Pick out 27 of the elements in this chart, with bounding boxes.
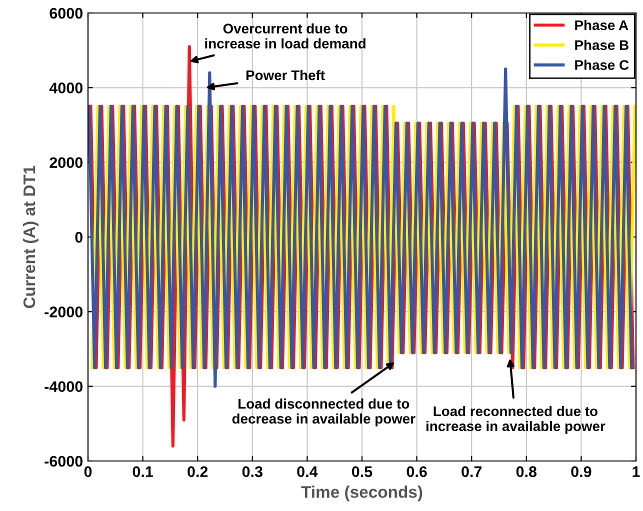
y-axis-title: Current (A) at DT1 — [22, 166, 39, 308]
annotation: Load disconnected due to decrease in available power — [232, 398, 416, 426]
x-tick-label: 0.5 — [352, 466, 372, 478]
legend-label: Phase A — [575, 20, 628, 30]
legend-label: Phase B — [575, 40, 628, 50]
x-axis-title: Time (seconds) — [301, 486, 422, 502]
x-tick-label: 0.4 — [297, 466, 318, 478]
x-tick-label: 0.6 — [406, 466, 427, 478]
x-tick-label: 0 — [84, 466, 92, 478]
annotation: Overcurrent due to increase in load demand — [205, 23, 366, 48]
annotation: Power Theft — [246, 70, 325, 80]
y-tick-label: -4000 — [44, 381, 83, 392]
x-tick-label: 0.1 — [132, 466, 153, 478]
y-tick-label: 6000 — [50, 8, 83, 19]
legend-label: Phase C — [575, 60, 629, 70]
x-tick-label: 0.2 — [188, 466, 208, 478]
x-tick-label: 0.8 — [516, 466, 537, 478]
y-tick-label: 0 — [75, 232, 83, 243]
y-tick-label: 4000 — [49, 82, 83, 94]
x-tick-label: 0.7 — [462, 466, 482, 478]
annotation: Load reconnected due to increase in available power — [426, 406, 606, 434]
x-tick-label: 1 — [632, 466, 640, 477]
y-tick-label: 2000 — [50, 157, 83, 168]
y-tick-label: -6000 — [44, 456, 83, 467]
x-tick-label: 0.9 — [571, 466, 592, 478]
y-tick-label: -2000 — [44, 306, 83, 318]
x-tick-label: 0.3 — [242, 466, 262, 478]
